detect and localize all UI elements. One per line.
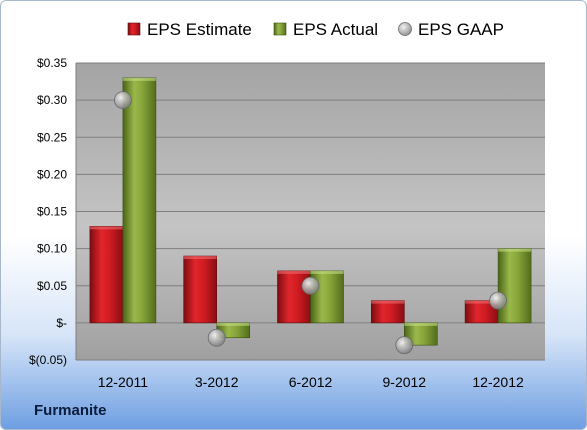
bar-estimate-highlight — [183, 256, 217, 260]
company-label: Furmanite — [34, 402, 107, 419]
legend-eps-gaap-swatch — [398, 22, 412, 36]
x-tick-label: 9-2012 — [383, 374, 427, 390]
bar-estimate-highlight — [465, 300, 499, 304]
bar-eps-actual — [122, 77, 157, 324]
y-tick-label: $0.30 — [37, 93, 67, 107]
legend-eps-actual-swatch — [273, 22, 287, 36]
marker-eps-gaap — [395, 336, 414, 355]
legend-eps-estimate-swatch — [127, 22, 141, 36]
bar-estimate-highlight — [277, 270, 311, 274]
x-tick-label: 6-2012 — [289, 374, 333, 390]
y-tick-label: $0.05 — [37, 279, 67, 293]
bar-actual-highlight — [122, 77, 156, 81]
marker-eps-gaap — [207, 328, 226, 347]
marker-eps-gaap — [489, 291, 508, 310]
y-tick-label: $- — [56, 316, 67, 330]
x-tick-label: 12-2011 — [98, 374, 149, 390]
y-tick-label: $0.10 — [37, 242, 67, 256]
bar-actual-highlight — [216, 322, 250, 326]
y-tick-label: $0.35 — [37, 56, 67, 70]
x-tick-label: 3-2012 — [195, 374, 239, 390]
bar-actual-highlight — [310, 270, 344, 274]
y-tick-label: $(0.05) — [29, 353, 67, 367]
marker-eps-gaap — [301, 276, 320, 295]
legend: EPS Estimate EPS Actual EPS GAAP — [127, 20, 504, 39]
legend-eps-gaap-label: EPS GAAP — [418, 20, 504, 39]
y-tick-label: $0.20 — [37, 167, 67, 181]
y-tick-label: $0.25 — [37, 130, 67, 144]
x-tick-label: 12-2012 — [472, 374, 524, 390]
marker-eps-gaap — [114, 91, 132, 110]
bar-estimate-highlight — [371, 300, 405, 304]
bar-actual-highlight — [498, 248, 532, 252]
plot-area: $0.35 $0.30 $0.25 $0.20 $0.15 $0.10 $0.05 $- $(0… — [29, 56, 545, 390]
legend-eps-actual-label: EPS Actual — [293, 20, 378, 39]
y-tick-label: $0.15 — [37, 205, 67, 219]
bar-estimate-highlight — [89, 226, 123, 230]
legend-eps-estimate-label: EPS Estimate — [147, 20, 252, 39]
bar-eps-estimate — [370, 300, 405, 324]
bar-eps-estimate — [183, 255, 217, 324]
bar-eps-actual — [497, 248, 532, 324]
bar-actual-highlight — [404, 322, 438, 326]
bar-eps-estimate — [89, 226, 124, 324]
